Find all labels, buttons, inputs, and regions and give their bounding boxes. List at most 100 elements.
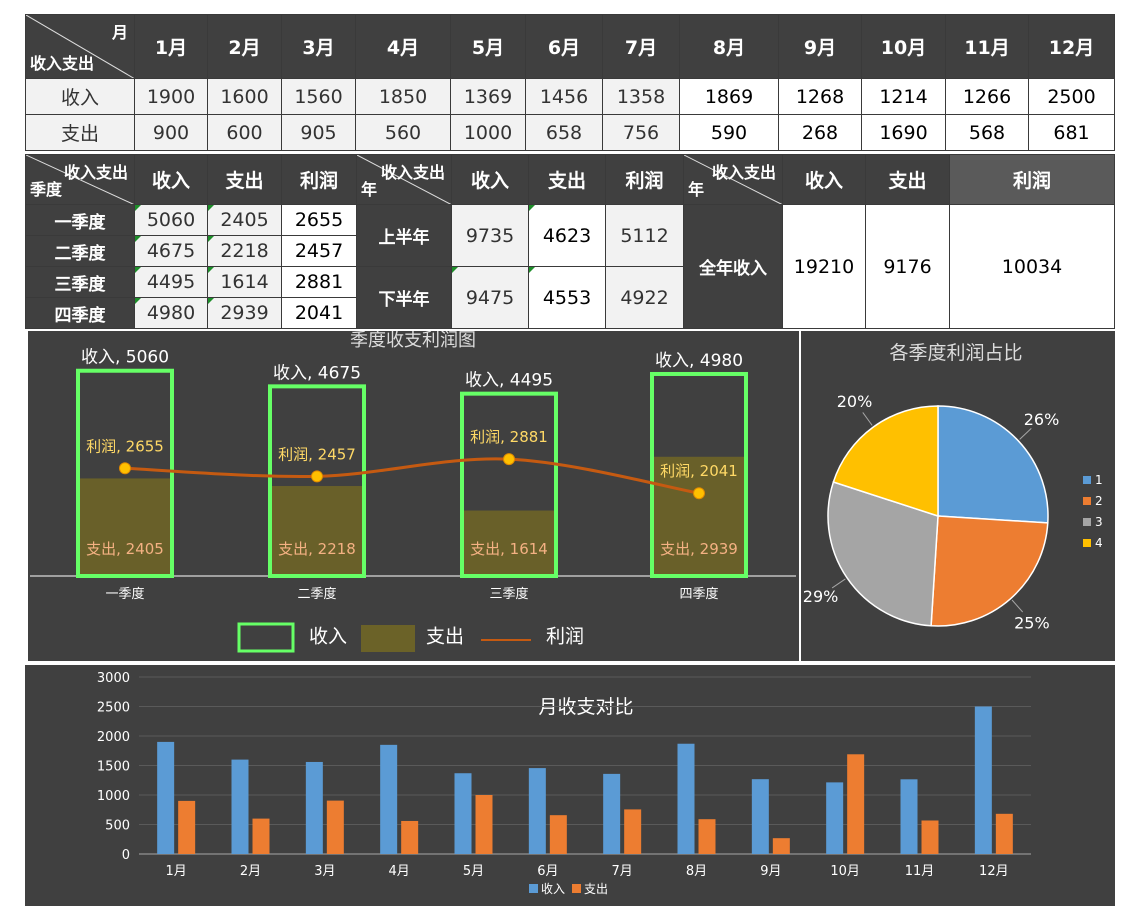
cell[interactable]: 1614: [207, 266, 282, 298]
cell[interactable]: 1900: [134, 78, 208, 115]
cell[interactable]: 4553: [528, 266, 606, 329]
cell[interactable]: 1560: [281, 78, 356, 115]
expense-bar: [652, 456, 746, 576]
cell[interactable]: 756: [602, 114, 680, 151]
cell[interactable]: 9735: [451, 204, 529, 267]
expense-bar: [995, 813, 1013, 854]
income-bar: [650, 371, 748, 579]
cell[interactable]: 600: [207, 114, 282, 151]
cell[interactable]: 9176: [865, 204, 950, 329]
cell[interactable]: 1000: [450, 114, 526, 151]
cell[interactable]: 1600: [207, 78, 282, 115]
cell[interactable]: 1690: [861, 114, 946, 151]
quarter-label: 四季度: [25, 297, 135, 329]
row-label-income: 收入: [25, 78, 135, 115]
income-bar: [305, 761, 323, 854]
cell[interactable]: 2218: [207, 235, 282, 267]
pie-chart-panel[interactable]: 各季度利润占比 26% 25% 29% 20% 1 2 3 4: [801, 331, 1115, 661]
cell[interactable]: 4675: [134, 235, 208, 267]
cell[interactable]: 2881: [281, 266, 357, 298]
expense-data-label: 支出, 2405: [86, 540, 164, 558]
y-tick-label: 0: [122, 848, 130, 863]
half-label: 上半年: [356, 204, 452, 267]
cell[interactable]: 1369: [450, 78, 526, 115]
cell[interactable]: 9475: [451, 266, 529, 329]
expense-data-label: 支出, 1614: [470, 540, 548, 558]
cell[interactable]: 2500: [1028, 78, 1115, 115]
cell[interactable]: 905: [281, 114, 356, 151]
income-data-label: 收入, 4675: [273, 363, 361, 383]
quarter-label: 一季度: [25, 204, 135, 236]
cell[interactable]: 1850: [355, 78, 451, 115]
income-bar: [751, 779, 769, 854]
expense-data-label: 支出, 2939: [660, 540, 738, 558]
cell[interactable]: 1266: [945, 78, 1029, 115]
quarter-header: 支出: [207, 154, 282, 205]
expense-data-label: 支出, 2218: [278, 540, 356, 558]
quarter-chart-panel[interactable]: 季度收支利润图 收入, 5060 支出, 2405 一季度 收入, 4675 支出, 2…: [28, 330, 799, 661]
category-tick-label: 四季度: [679, 586, 718, 602]
cell[interactable]: 2457: [281, 235, 357, 267]
chart-legend: 1 2 3 4: [1083, 473, 1103, 550]
cell[interactable]: 590: [679, 114, 779, 151]
x-tick-label: 6月: [537, 864, 558, 879]
cell[interactable]: 2405: [207, 204, 282, 236]
half-label: 下半年: [356, 266, 452, 329]
expense-bar: [847, 754, 865, 854]
table-row: 支出 900 600 905 560 1000 658 756 590 268 …: [25, 114, 1115, 151]
quarter-header: 利润: [281, 154, 357, 205]
quarter-corner-bottom: 季度: [30, 180, 63, 199]
cell[interactable]: 4922: [605, 266, 684, 329]
cell[interactable]: 1214: [861, 78, 946, 115]
cell[interactable]: 560: [355, 114, 451, 151]
pie-slice: [930, 515, 1049, 627]
cell[interactable]: 10034: [949, 204, 1115, 329]
monthly-corner-top: 月: [111, 23, 128, 42]
chart-legend: 收入 支出 利润: [237, 622, 584, 653]
legend-label: 3: [1095, 515, 1103, 529]
cell[interactable]: 4980: [134, 297, 208, 329]
legend-label-income: 收入: [309, 626, 347, 648]
income-bar: [460, 391, 558, 579]
cell[interactable]: 268: [778, 114, 862, 151]
cell[interactable]: 1456: [525, 78, 603, 115]
cell[interactable]: 1358: [602, 78, 680, 115]
expense-bar: [252, 818, 270, 854]
cell[interactable]: 568: [945, 114, 1029, 151]
x-tick-label: 10月: [830, 864, 860, 879]
chart-title: 各季度利润占比: [889, 342, 1022, 364]
expense-bar: [921, 820, 939, 854]
month-header: 1月: [134, 14, 208, 79]
cell[interactable]: 2041: [281, 297, 357, 329]
cell[interactable]: 19210: [782, 204, 866, 329]
profit-point: [693, 487, 705, 500]
month-header: 10月: [861, 14, 946, 79]
monthly-chart-panel[interactable]: 月收支对比 0 500 1000 1500 2000 2500 3000 1月 2月 3月 4月 5…: [25, 665, 1115, 906]
cell[interactable]: 2655: [281, 204, 357, 236]
chart-legend: 收入 支出: [529, 882, 608, 896]
legend-swatch-expense: [572, 884, 581, 893]
cell[interactable]: 1869: [679, 78, 779, 115]
legend-label: 1: [1095, 473, 1103, 487]
chart-title: 季度收支利润图: [350, 331, 476, 351]
income-bar: [380, 744, 398, 854]
cell[interactable]: 2939: [207, 297, 282, 329]
month-header: 9月: [778, 14, 862, 79]
month-header: 4月: [355, 14, 451, 79]
quarter-header: 收入: [134, 154, 208, 205]
legend-label-income: 收入: [541, 882, 565, 896]
pie-leader-line: [862, 412, 873, 426]
half-year-table: 收入支出 年 收入 支出 利润 上半年 9735 4623 5112 下半年 9…: [356, 154, 684, 329]
cell[interactable]: 900: [134, 114, 208, 151]
cell[interactable]: 681: [1028, 114, 1115, 151]
cell[interactable]: 658: [525, 114, 603, 151]
profit-line: [124, 457, 700, 495]
row-label-expense: 支出: [25, 114, 135, 151]
quarter-chart: 季度收支利润图 收入, 5060 支出, 2405 一季度 收入, 4675 支出, 2…: [30, 330, 796, 653]
legend-swatch-income: [237, 622, 295, 653]
cell[interactable]: 4623: [528, 204, 606, 267]
cell[interactable]: 5060: [134, 204, 208, 236]
cell[interactable]: 4495: [134, 266, 208, 298]
cell[interactable]: 1268: [778, 78, 862, 115]
cell[interactable]: 5112: [605, 204, 684, 267]
